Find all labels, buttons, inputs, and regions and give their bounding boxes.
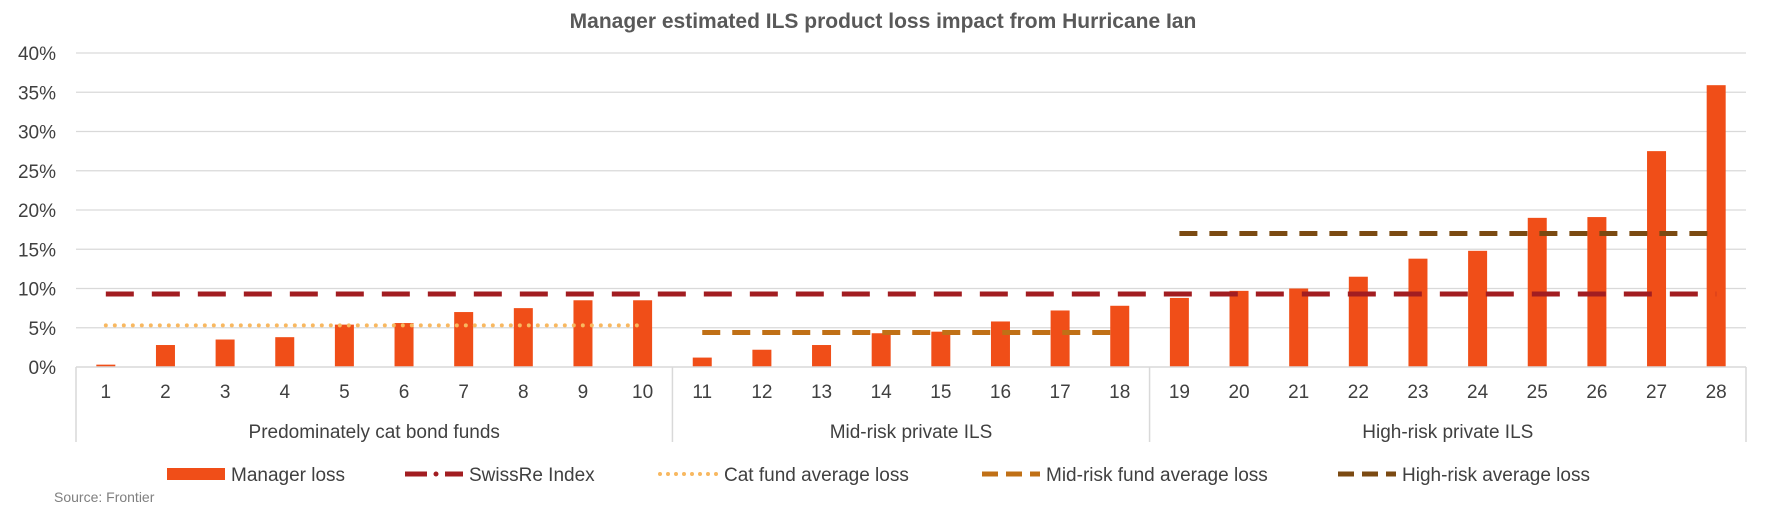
x-tick-label: 28 <box>1706 382 1727 403</box>
x-tick-label: 20 <box>1228 382 1249 403</box>
y-tick-label: 40% <box>18 44 56 65</box>
bar <box>692 357 712 367</box>
bar <box>1229 290 1249 367</box>
source-note: Source: Frontier <box>54 489 155 505</box>
chart-title: Manager estimated ILS product loss impac… <box>570 10 1197 33</box>
bar <box>1468 250 1488 367</box>
bar <box>1647 151 1667 367</box>
bar <box>394 323 414 367</box>
bar <box>812 345 832 367</box>
x-tick-label: 8 <box>518 382 529 403</box>
bar <box>931 331 951 367</box>
bar <box>454 312 474 367</box>
bar <box>96 364 116 367</box>
x-tick-label: 16 <box>990 382 1011 403</box>
x-tick-label: 24 <box>1467 382 1489 403</box>
x-tick-label: 21 <box>1288 382 1309 403</box>
bar <box>1408 258 1428 367</box>
x-tick-label: 15 <box>930 382 951 403</box>
x-tick-label: 12 <box>751 382 772 403</box>
y-axis-ticks: 0% 5% 10% 15% 20% 25% 30% 35% 40% <box>18 44 56 379</box>
bar <box>334 324 354 367</box>
x-tick-label: 18 <box>1109 382 1130 403</box>
y-tick-label: 10% <box>18 280 56 301</box>
y-tick-label: 5% <box>29 319 57 340</box>
gridlines <box>76 52 1746 329</box>
x-tick-label: 5 <box>339 382 350 403</box>
y-tick-label: 35% <box>18 83 56 104</box>
bar <box>513 308 533 367</box>
group-label: High-risk private ILS <box>1362 422 1533 443</box>
bar <box>1348 276 1368 367</box>
bar <box>155 345 175 367</box>
x-tick-label: 13 <box>811 382 832 403</box>
x-tick-label: 9 <box>578 382 589 403</box>
bar <box>215 339 235 367</box>
y-tick-label: 30% <box>18 123 56 144</box>
x-tick-label: 1 <box>101 382 112 403</box>
x-tick-label: 11 <box>692 382 712 403</box>
bar <box>633 300 653 367</box>
x-tick-label: 14 <box>871 382 893 403</box>
x-tick-label: 17 <box>1050 382 1071 403</box>
bar <box>752 349 772 367</box>
reference-lines <box>103 231 1717 335</box>
x-tick-label: 2 <box>160 382 171 403</box>
x-tick-label: 4 <box>279 382 290 403</box>
legend-label: High-risk average loss <box>1402 465 1590 486</box>
bar <box>573 300 593 367</box>
bar <box>1110 305 1130 367</box>
bars <box>96 85 1726 367</box>
y-tick-label: 15% <box>18 240 56 261</box>
legend-swatch <box>433 471 439 477</box>
x-tick-label: 26 <box>1586 382 1607 403</box>
bar <box>990 321 1010 367</box>
legend-label: SwissRe Index <box>469 465 595 486</box>
bar <box>871 333 891 367</box>
bar <box>1050 310 1070 367</box>
group-label: Predominately cat bond funds <box>249 422 500 443</box>
x-tick-label: 3 <box>220 382 231 403</box>
y-tick-label: 0% <box>29 358 57 379</box>
legend-label: Cat fund average loss <box>724 465 909 486</box>
bar <box>1289 288 1309 367</box>
legend-label: Manager loss <box>231 465 345 486</box>
legend-label: Mid-risk fund average loss <box>1046 465 1268 486</box>
x-tick-label: 27 <box>1646 382 1667 403</box>
bar <box>1169 297 1189 367</box>
legend: Manager loss SwissRe Index Cat fund averag… <box>167 465 1590 486</box>
y-tick-label: 25% <box>18 162 56 183</box>
x-axis: 1 2 3 4 5 6 7 8 9 10 11 12 13 14 15 16 17 18 19 20 21 22 23 24 2… <box>75 366 1747 443</box>
bar <box>275 337 295 367</box>
y-tick-label: 20% <box>18 201 56 222</box>
x-tick-label: 25 <box>1527 382 1548 403</box>
x-tick-label: 22 <box>1348 382 1369 403</box>
x-tick-label: 6 <box>399 382 410 403</box>
legend-swatch <box>167 468 225 480</box>
x-tick-label: 10 <box>632 382 653 403</box>
group-label: Mid-risk private ILS <box>830 422 993 443</box>
x-tick-label: 23 <box>1407 382 1428 403</box>
x-tick-label: 7 <box>458 382 469 403</box>
bar <box>1706 85 1726 367</box>
x-tick-label: 19 <box>1169 382 1190 403</box>
